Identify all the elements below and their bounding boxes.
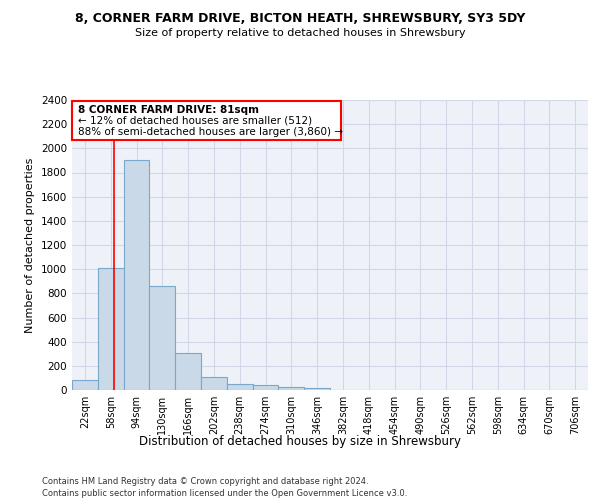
Text: Contains HM Land Registry data © Crown copyright and database right 2024.: Contains HM Land Registry data © Crown c… bbox=[42, 478, 368, 486]
Text: 8 CORNER FARM DRIVE: 81sqm: 8 CORNER FARM DRIVE: 81sqm bbox=[78, 106, 259, 116]
Bar bbox=[72, 380, 98, 390]
Text: 8, CORNER FARM DRIVE, BICTON HEATH, SHREWSBURY, SY3 5DY: 8, CORNER FARM DRIVE, BICTON HEATH, SHRE… bbox=[75, 12, 525, 26]
Bar bbox=[227, 384, 253, 390]
FancyBboxPatch shape bbox=[72, 101, 341, 140]
Text: ← 12% of detached houses are smaller (512): ← 12% of detached houses are smaller (51… bbox=[78, 116, 312, 126]
Bar bbox=[278, 386, 304, 390]
Bar bbox=[304, 388, 330, 390]
Text: Contains public sector information licensed under the Open Government Licence v3: Contains public sector information licen… bbox=[42, 489, 407, 498]
Bar bbox=[201, 376, 227, 390]
Text: 88% of semi-detached houses are larger (3,860) →: 88% of semi-detached houses are larger (… bbox=[78, 126, 343, 136]
Bar bbox=[253, 385, 278, 390]
Bar bbox=[98, 268, 124, 390]
Y-axis label: Number of detached properties: Number of detached properties bbox=[25, 158, 35, 332]
Bar bbox=[124, 160, 149, 390]
Text: Size of property relative to detached houses in Shrewsbury: Size of property relative to detached ho… bbox=[134, 28, 466, 38]
Bar bbox=[149, 286, 175, 390]
Text: Distribution of detached houses by size in Shrewsbury: Distribution of detached houses by size … bbox=[139, 435, 461, 448]
Bar bbox=[175, 352, 201, 390]
